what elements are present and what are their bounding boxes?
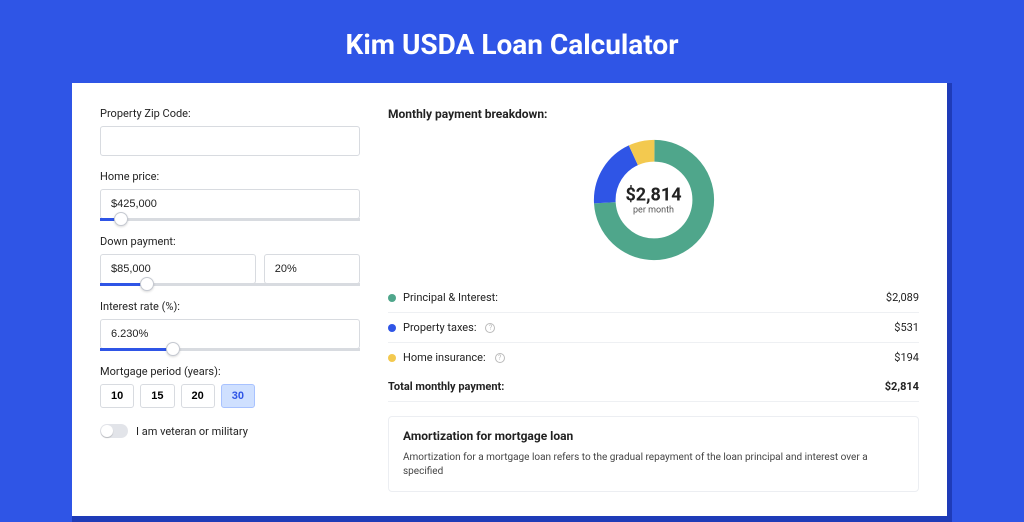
zip-label: Property Zip Code:: [100, 107, 360, 120]
total-label: Total monthly payment:: [388, 380, 504, 393]
amortization-title: Amortization for mortgage loan: [403, 429, 904, 443]
interest-group: Interest rate (%):: [100, 300, 360, 351]
zip-input[interactable]: [100, 126, 360, 156]
legend-dot: [388, 354, 396, 362]
period-btn-15[interactable]: 15: [140, 384, 174, 408]
breakdown-label: Home insurance:: [403, 351, 486, 364]
panel-shadow: Property Zip Code: Home price: Down paym…: [72, 83, 952, 522]
interest-input[interactable]: [100, 319, 360, 349]
breakdown-rows: Principal & Interest: $2,089 Property taxe…: [388, 283, 919, 372]
amortization-text: Amortization for a mortgage loan refers …: [403, 451, 904, 479]
breakdown-row: Home insurance:? $194: [388, 343, 919, 372]
home-price-group: Home price:: [100, 170, 360, 221]
veteran-label: I am veteran or military: [136, 425, 248, 438]
legend-dot: [388, 294, 396, 302]
veteran-row: I am veteran or military: [100, 424, 360, 438]
breakdown-row: Principal & Interest: $2,089: [388, 283, 919, 313]
info-icon[interactable]: ?: [485, 323, 495, 333]
down-payment-slider[interactable]: [100, 283, 360, 286]
period-label: Mortgage period (years):: [100, 365, 360, 378]
calculator-panel: Property Zip Code: Home price: Down paym…: [72, 83, 947, 516]
home-price-label: Home price:: [100, 170, 360, 183]
breakdown-label: Principal & Interest:: [403, 291, 498, 304]
down-payment-group: Down payment:: [100, 235, 360, 286]
donut-chart: $2,814 per month: [589, 135, 719, 265]
period-btn-10[interactable]: 10: [100, 384, 134, 408]
total-row: Total monthly payment: $2,814: [388, 372, 919, 402]
home-price-slider[interactable]: [100, 218, 360, 221]
donut-wrap: $2,814 per month: [388, 135, 919, 265]
home-price-input[interactable]: [100, 189, 360, 219]
donut-amount: $2,814: [625, 185, 681, 206]
toggle-knob: [101, 425, 113, 437]
breakdown-value: $194: [894, 351, 919, 364]
down-payment-pct-input[interactable]: [264, 254, 360, 284]
breakdown-value: $2,089: [886, 291, 919, 304]
interest-label: Interest rate (%):: [100, 300, 360, 313]
form-column: Property Zip Code: Home price: Down paym…: [100, 107, 360, 492]
interest-slider[interactable]: [100, 348, 360, 351]
legend-dot: [388, 324, 396, 332]
period-buttons: 1015 2030: [100, 384, 360, 408]
veteran-toggle[interactable]: [100, 424, 128, 438]
page-root: Kim USDA Loan Calculator Property Zip Co…: [0, 0, 1024, 512]
down-payment-label: Down payment:: [100, 235, 360, 248]
page-title: Kim USDA Loan Calculator: [0, 0, 1024, 83]
period-btn-20[interactable]: 20: [181, 384, 215, 408]
breakdown-label: Property taxes:: [403, 321, 476, 334]
total-value: $2,814: [885, 380, 919, 393]
breakdown-column: Monthly payment breakdown: $2,814 per mo…: [360, 107, 919, 492]
period-group: Mortgage period (years): 1015 2030: [100, 365, 360, 408]
zip-group: Property Zip Code:: [100, 107, 360, 156]
donut-center: $2,814 per month: [625, 185, 681, 216]
breakdown-value: $531: [894, 321, 919, 334]
down-payment-input[interactable]: [100, 254, 256, 284]
donut-sub: per month: [625, 206, 681, 216]
info-icon[interactable]: ?: [495, 353, 505, 363]
amortization-card: Amortization for mortgage loan Amortizat…: [388, 416, 919, 492]
breakdown-title: Monthly payment breakdown:: [388, 107, 919, 121]
breakdown-row: Property taxes:? $531: [388, 313, 919, 343]
period-btn-30[interactable]: 30: [221, 384, 255, 408]
